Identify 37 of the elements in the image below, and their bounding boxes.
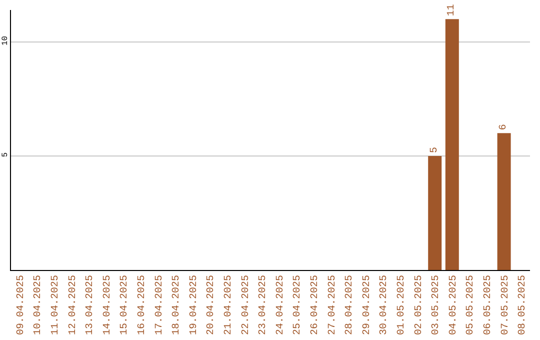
x-tick-label: 21.04.2025	[224, 275, 234, 336]
x-tick-label: 24.04.2025	[275, 275, 286, 336]
x-tick-label: 11.04.2025	[50, 275, 62, 336]
x-tick-label: 29.04.2025	[362, 275, 373, 336]
x-tick-label: 14.04.2025	[102, 275, 114, 336]
x-tick-label: 19.04.2025	[188, 275, 200, 336]
x-tick-label: 04.05.2025	[448, 275, 460, 336]
x-tick-label: 13.04.2025	[85, 275, 96, 336]
x-tick-label: 18.04.2025	[172, 275, 183, 336]
x-tick-label: 27.04.2025	[327, 275, 338, 336]
bar	[428, 156, 442, 270]
y-tick-label: 10	[0, 36, 10, 46]
x-tick-label: 22.04.2025	[240, 275, 252, 336]
x-tick-label: 01.05.2025	[396, 275, 408, 336]
data-label: 5	[429, 146, 440, 153]
x-tick-label: 25.04.2025	[292, 275, 304, 336]
x-tick-label: 07.05.2025	[500, 275, 512, 336]
data-label: 6	[498, 124, 510, 130]
x-tick-label: 15.04.2025	[120, 275, 131, 336]
x-tick-label: 08.05.2025	[518, 275, 529, 336]
x-tick-label: 16.04.2025	[137, 275, 148, 336]
x-tick-label: 05.05.2025	[466, 275, 477, 336]
bar	[445, 19, 459, 270]
bar	[497, 133, 511, 270]
x-tick-label: 23.04.2025	[258, 275, 270, 336]
x-tick-label: 28.04.2025	[344, 275, 356, 336]
x-tick-label: 20.04.2025	[206, 275, 218, 336]
x-tick-label: 06.05.2025	[483, 275, 494, 336]
x-tick-label: 17.04.2025	[154, 275, 166, 336]
x-tick-label: 12.04.2025	[68, 275, 79, 336]
x-tick-label: 03.05.2025	[431, 275, 442, 336]
x-tick-label: 26.04.2025	[310, 275, 321, 336]
data-label: 11	[446, 4, 458, 16]
x-tick-label: 10.04.2025	[33, 275, 44, 336]
x-tick-label: 09.04.2025	[16, 275, 27, 336]
x-tick-label: 30.04.2025	[379, 275, 390, 336]
x-tick-label: 02.05.2025	[414, 275, 425, 336]
